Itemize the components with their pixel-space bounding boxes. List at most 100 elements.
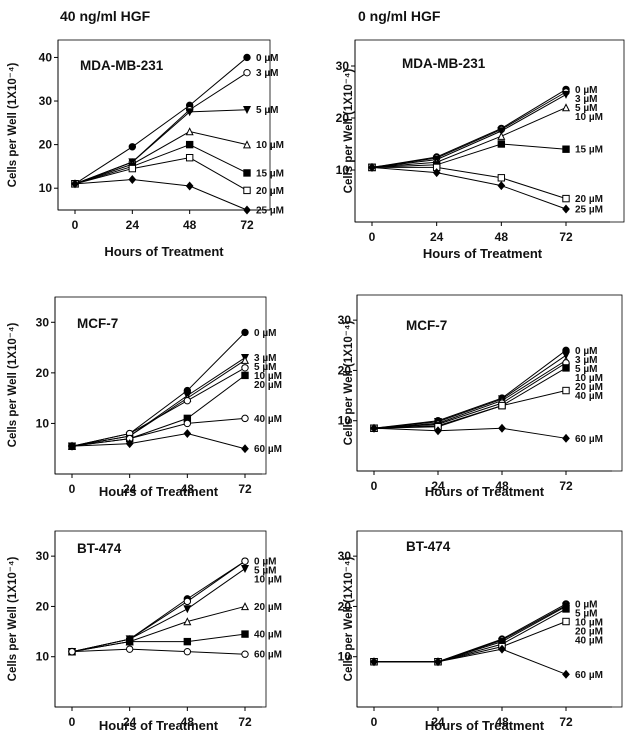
series-line <box>371 107 567 168</box>
series-line <box>371 143 567 168</box>
panel-title: MCF-7 <box>406 318 447 333</box>
data-point <box>434 426 442 436</box>
data-point <box>498 423 506 433</box>
series-label: 60 µM <box>254 650 282 661</box>
series-line <box>74 157 248 191</box>
series-label: 10 µM <box>575 373 603 384</box>
series-label: 0 µM <box>256 53 278 64</box>
series-line <box>373 362 567 429</box>
data-point <box>183 419 192 428</box>
series-label: 25 µM <box>575 205 603 216</box>
data-point <box>242 140 252 149</box>
data-point <box>183 429 192 439</box>
y-tick-label: 20 <box>36 599 50 613</box>
data-point <box>562 204 570 214</box>
series-label: 25 µM <box>256 206 284 217</box>
data-point <box>183 637 192 646</box>
column-title-hgf-0: 0 ng/ml HGF <box>358 8 441 24</box>
series-label: 5 µM <box>256 105 278 116</box>
data-point <box>125 439 134 449</box>
series-line <box>74 144 248 185</box>
series-5-m <box>68 557 249 656</box>
y-axis-label: Cells per Well (1X10⁻⁴) <box>343 320 355 445</box>
y-tick-label: 20 <box>338 599 352 613</box>
y-tick-label: 10 <box>39 181 53 195</box>
data-point <box>370 657 378 667</box>
y-tick-label: 10 <box>36 650 50 664</box>
y-axis-label: Cells per Well (1X10⁻⁴) <box>7 556 19 681</box>
data-point <box>185 140 194 149</box>
data-point <box>562 145 570 153</box>
panel-title: BT-474 <box>77 541 122 556</box>
x-tick-label: 0 <box>369 230 376 244</box>
panel-title: MDA-MB-231 <box>80 58 164 73</box>
series-line <box>371 94 567 168</box>
data-point <box>185 108 194 117</box>
panel-2: 10 20 30 0 24 48 72 Hours of Treatment Cells per… <box>336 39 625 261</box>
data-point <box>562 364 570 372</box>
data-point <box>242 106 252 115</box>
series-line <box>373 427 567 439</box>
series-label: 40 µM <box>575 391 603 402</box>
x-tick-label: 48 <box>495 479 509 493</box>
x-axis-label: Hours of Treatment <box>425 484 545 499</box>
panel-6: 10 20 30 0 24 48 72 Hours of Treatment Cells per… <box>338 530 623 733</box>
data-point <box>432 168 441 178</box>
series-3-m <box>369 351 571 433</box>
y-axis-label: Cells per Well (1X10⁻⁴) <box>7 322 19 447</box>
series-60-m <box>68 429 249 454</box>
series-line <box>71 357 246 447</box>
series-label: 3 µM <box>256 68 278 79</box>
data-point <box>125 645 134 653</box>
series-60-m <box>370 644 570 679</box>
data-point <box>241 414 249 423</box>
series-20-m <box>71 153 251 195</box>
x-tick-label: 48 <box>181 715 195 729</box>
series-line <box>372 166 567 200</box>
panel-5: 10 20 30 0 24 48 72 Hours of Treatment Cells per… <box>7 530 282 733</box>
x-tick-label: 24 <box>123 715 137 729</box>
x-tick-label: 0 <box>371 715 378 729</box>
series-label: 20 µM <box>575 194 603 205</box>
series-label: 10 µM <box>256 140 284 151</box>
series-0-m <box>71 53 251 188</box>
data-point <box>497 181 506 191</box>
series-line <box>374 648 567 675</box>
data-point <box>241 444 249 454</box>
data-point <box>497 174 506 182</box>
x-tick-label: 24 <box>430 230 444 244</box>
series-line <box>371 91 567 168</box>
series-line <box>74 109 248 185</box>
data-point <box>183 647 192 656</box>
series-label: 3 µM <box>575 355 597 366</box>
series-label: 5 µM <box>575 103 597 114</box>
x-tick-label: 72 <box>559 715 573 729</box>
panel-title: BT-474 <box>406 539 451 554</box>
y-tick-label: 20 <box>338 363 352 377</box>
data-point <box>562 386 570 395</box>
panel-title: MDA-MB-231 <box>402 56 486 71</box>
series-line <box>74 178 248 211</box>
y-tick-label: 10 <box>36 416 50 430</box>
data-point <box>562 433 570 443</box>
series-3-m <box>71 68 251 188</box>
data-point <box>434 657 442 667</box>
data-point <box>128 175 137 184</box>
x-tick-label: 24 <box>126 218 140 232</box>
x-tick-label: 0 <box>69 482 76 496</box>
series-25-m <box>368 162 570 214</box>
y-tick-label: 30 <box>336 59 350 73</box>
series-5-m <box>369 356 571 432</box>
series-label: 60 µM <box>575 670 603 681</box>
data-point <box>498 644 506 654</box>
data-point <box>562 194 570 203</box>
data-point <box>562 617 570 626</box>
series-label: 40 µM <box>575 635 603 646</box>
data-point <box>185 153 194 162</box>
series-label: 10 µM <box>575 112 603 123</box>
series-label: 10 µM <box>575 617 603 628</box>
x-tick-label: 24 <box>123 482 137 496</box>
series-line <box>371 88 567 168</box>
series-line <box>74 57 248 185</box>
